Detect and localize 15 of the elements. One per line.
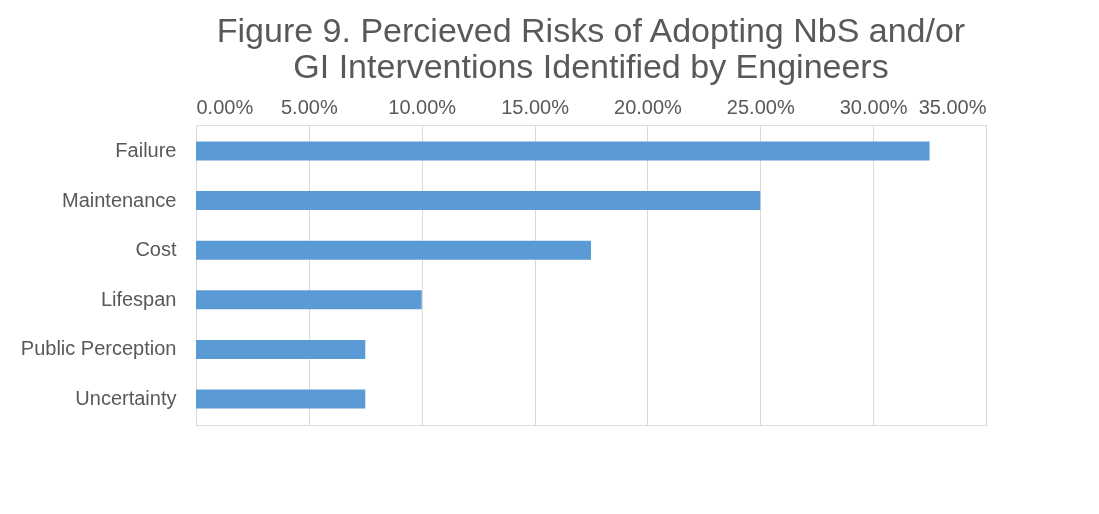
y-tick-label: Cost bbox=[135, 238, 177, 261]
y-tick-label: Failure bbox=[115, 139, 177, 162]
text: Figure 9. Percieved Risks of Adopting NbS and/or bbox=[216, 11, 966, 49]
x-tick-label: 10.00% bbox=[388, 95, 457, 118]
x-tick-label: 15.00% bbox=[501, 95, 570, 118]
x-tick-label: 30.00% bbox=[839, 95, 908, 118]
y-tick-label: Uncertainty bbox=[75, 386, 177, 409]
x-tick-label: 20.00% bbox=[614, 95, 683, 118]
y-tick-label: Public Perception bbox=[20, 337, 177, 360]
x-tick-label: 5.00% bbox=[281, 95, 338, 118]
y-tick-label: Lifespan bbox=[100, 287, 177, 310]
x-tick-label: 25.00% bbox=[726, 95, 795, 118]
y-tick-label: Maintenance bbox=[61, 188, 177, 211]
x-tick-label: 0.00% bbox=[196, 95, 254, 118]
x-tick-label: 35.00% bbox=[918, 95, 987, 118]
